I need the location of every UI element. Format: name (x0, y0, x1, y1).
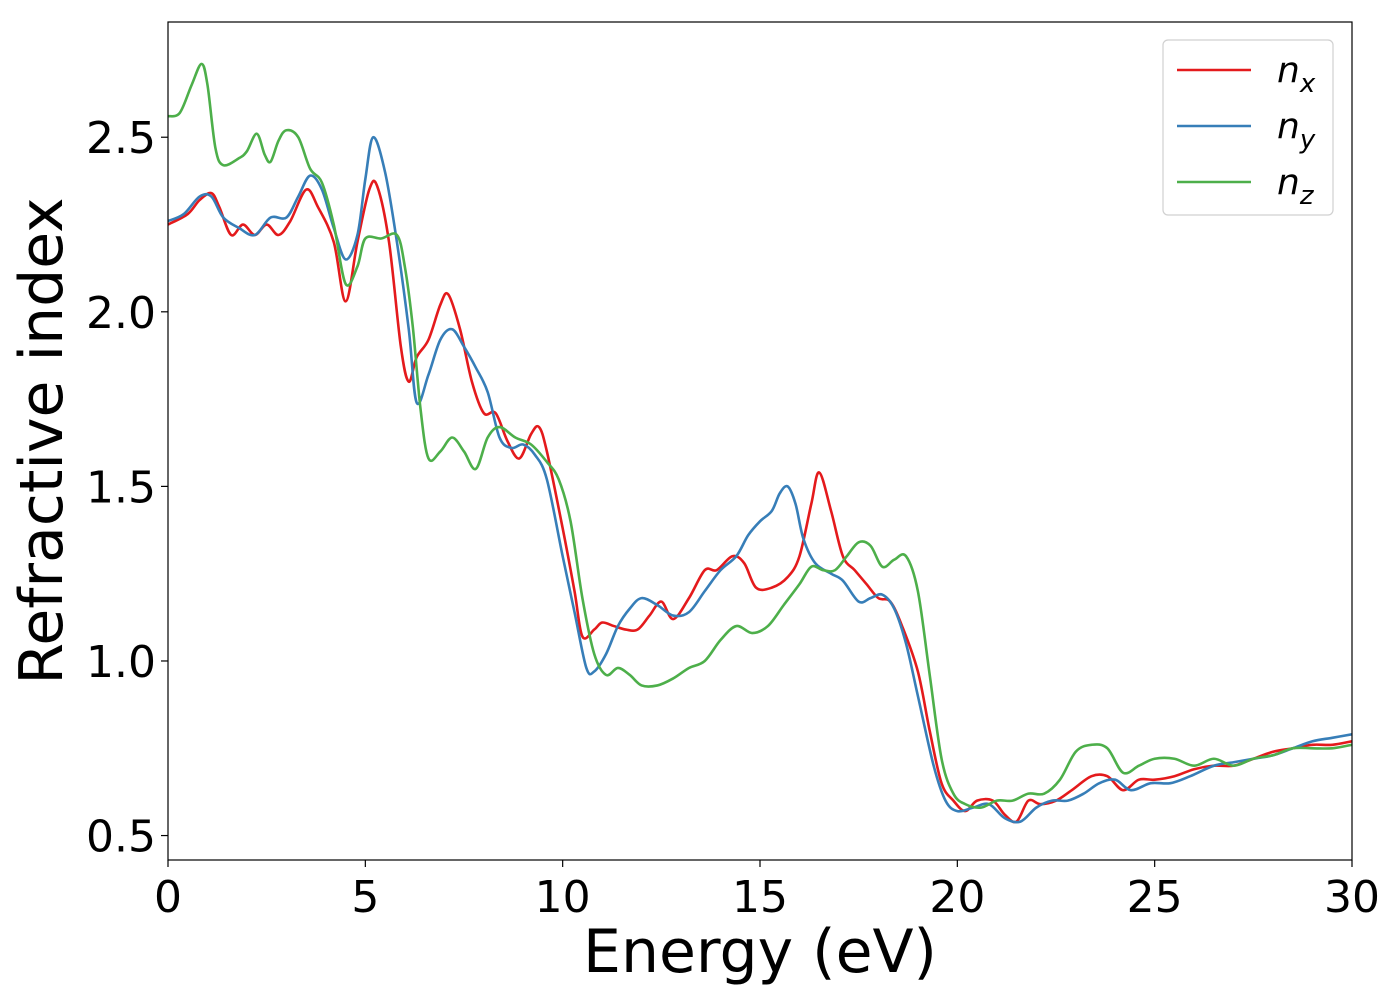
series-line-ny (168, 135, 1352, 824)
series-line-nz (168, 62, 1352, 810)
y-axis-ticks: 0.5 1.0 1.5 2.0 2.5 (86, 113, 168, 863)
y-axis-label: Refractive index (7, 197, 77, 684)
y-tick-label: 1.0 (86, 637, 156, 688)
x-tick-label: 25 (1127, 872, 1183, 923)
legend-label-nz: nz (1277, 162, 1315, 211)
legend-label-ny: ny (1277, 106, 1316, 155)
legend: nx ny nz (1162, 39, 1334, 216)
y-tick-label: 1.5 (86, 462, 156, 513)
series-lines (168, 62, 1352, 824)
x-tick-label: 0 (154, 872, 182, 923)
x-axis-label: Energy (eV) (583, 917, 937, 987)
x-tick-label: 15 (732, 872, 788, 923)
x-tick-label: 30 (1324, 872, 1380, 923)
series-line-nx (168, 179, 1352, 824)
y-tick-label: 2.0 (86, 288, 156, 339)
y-tick-label: 2.5 (86, 113, 156, 164)
legend-box (1162, 39, 1334, 216)
y-tick-label: 0.5 (86, 812, 156, 863)
x-tick-label: 10 (535, 872, 591, 923)
x-tick-label: 20 (929, 872, 985, 923)
x-axis-ticks: 0 5 10 15 20 25 30 (154, 860, 1380, 923)
legend-label-nx: nx (1277, 50, 1316, 99)
x-tick-label: 5 (351, 872, 379, 923)
